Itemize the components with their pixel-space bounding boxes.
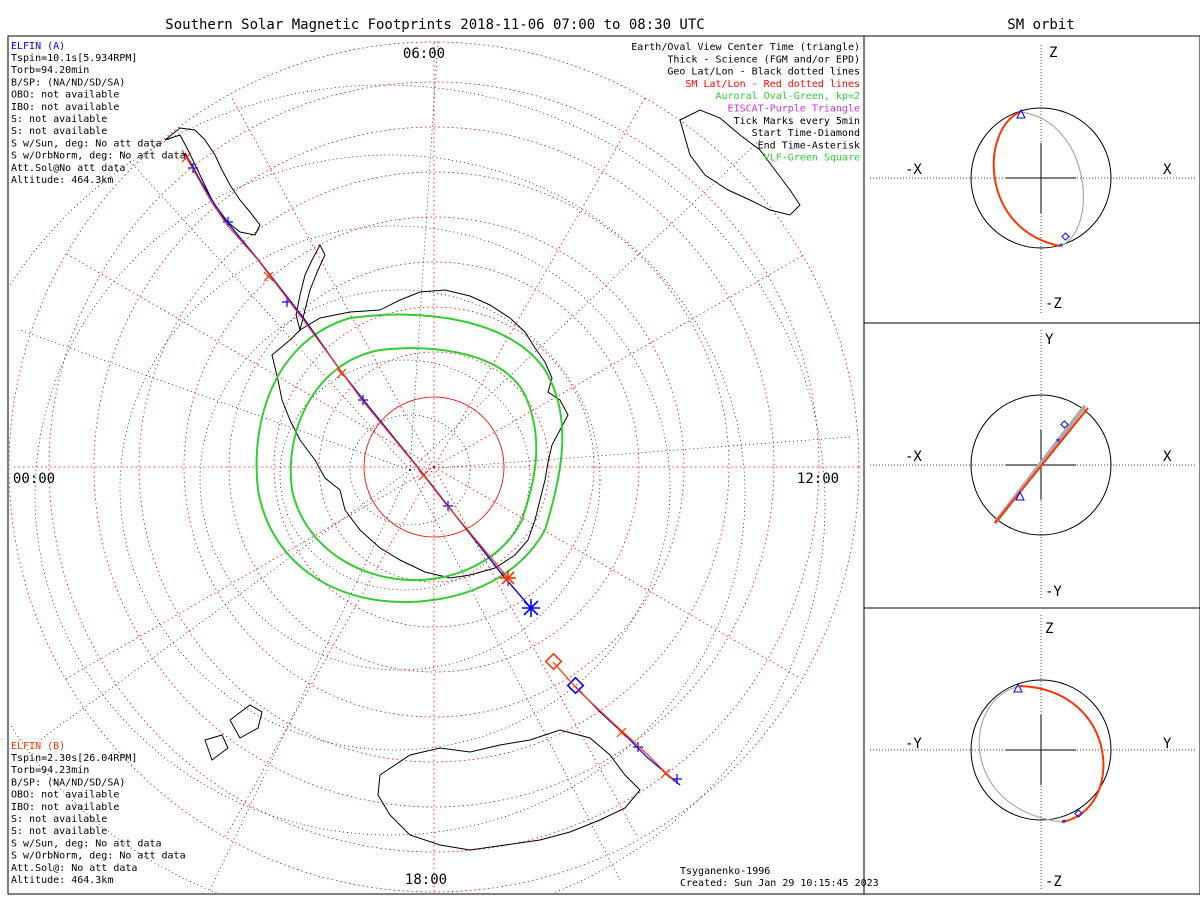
elfin-b-line-2: B/SP: (NA/ND/SD/SA) — [11, 777, 125, 788]
yz-top-label: Z — [1045, 621, 1053, 637]
legend-item-0: Earth/Oval View Center Time (triangle) — [631, 42, 860, 53]
sm-lat-grid — [9, 41, 860, 893]
elfin-a-line-10: Altitude: 464.3km — [11, 175, 113, 186]
elfin-b-info: ELFIN (B) Tspin=2.30s[26.04RPM] Torb=94.2… — [11, 741, 186, 886]
antarctic-peninsula — [295, 243, 326, 332]
elfin-b-name: ELFIN (B) — [11, 741, 65, 752]
elfin-b-ticks — [181, 152, 429, 481]
elfin-a-line-5: S: not available — [11, 114, 107, 125]
auroral-oval-inner — [289, 347, 538, 582]
xy-bottom-label: -Y — [1045, 584, 1062, 600]
elfin-b-track — [181, 149, 676, 783]
elfin-a-line-4: IBO: not available — [11, 102, 119, 113]
mlt-label-top: 06:00 — [403, 46, 445, 62]
xy-top-label: Y — [1045, 332, 1054, 348]
elfin-b-line-10: Altitude: 464.3km — [11, 875, 113, 886]
svg-text:*: * — [1061, 818, 1067, 829]
legend-item-4: Auroral Oval-Green, kp=2 — [716, 91, 861, 102]
elfin-b-line-4: IBO: not available — [11, 802, 119, 813]
elfin-b-line-8: S w/OrbNorm, deg: No att data — [11, 851, 186, 862]
elfin-a-lines: Tspin=10.1s[5.934RPM] Torb=94.20min B/SP: … — [11, 53, 186, 186]
elfin-b-line-5: S: not available — [11, 814, 107, 825]
elfin-a-line-2: B/SP: (NA/ND/SD/SA) — [11, 77, 125, 88]
orbit-panel-xy: * Y -Y -X X — [870, 330, 1195, 600]
xy-left-label: -X — [905, 449, 922, 465]
antarctica-coastline — [271, 289, 569, 579]
elfin-b-line-6: S: not available — [11, 826, 107, 837]
elfin-b-end-asterisk — [500, 570, 516, 586]
svg-text:*: * — [1055, 437, 1061, 448]
earth-circle-xy — [970, 394, 1112, 536]
yz-left-label: -Y — [905, 736, 922, 752]
sm-inner-circle — [363, 396, 505, 538]
elfin-b-lines: Tspin=2.30s[26.04RPM] Torb=94.23min B/SP: … — [11, 753, 186, 886]
mlt-label-left: 00:00 — [13, 471, 55, 487]
orbit-panel-xz: * Z -Z -X X — [870, 45, 1195, 315]
mlt-label-right: 12:00 — [797, 471, 839, 487]
auroral-oval-outer — [255, 313, 564, 604]
elfin-b-start-diamond — [544, 652, 563, 671]
south-america-coastline — [164, 127, 261, 236]
australia-coastline — [377, 729, 641, 851]
elfin-a-line-6: S: not available — [11, 126, 107, 137]
legend-item-2: Geo Lat/Lon - Black dotted lines — [667, 67, 860, 78]
elfin-a-line-9: Att.Sol@No att data — [11, 163, 125, 174]
orbit-frame — [863, 35, 1200, 895]
xz-bottom-label: -Z — [1045, 296, 1062, 312]
polar-map: 06:00 00:00 12:00 18:00 — [9, 39, 860, 893]
mlt-label-bottom: 18:00 — [405, 872, 447, 888]
legend-item-6: Tick Marks every 5min — [734, 116, 860, 127]
legend-item-5: EISCAT-Purple Triangle — [728, 104, 860, 115]
elfin-a-end-asterisk — [522, 599, 540, 617]
xz-end-marker: * — [1058, 242, 1064, 253]
elfin-b-line-1: Torb=94.23min — [11, 765, 89, 776]
sm-lon-grid — [12, 40, 860, 892]
legend-item-1: Thick - Science (FGM and/or EPD) — [667, 54, 860, 65]
xy-right-label: X — [1163, 449, 1172, 465]
elfin-a-info: ELFIN (A) Tspin=10.1s[5.934RPM] Torb=94.2… — [11, 41, 186, 186]
earth-circle-yz — [970, 679, 1112, 821]
xz-right-label: X — [1163, 162, 1172, 178]
africa-coastline — [679, 109, 801, 216]
legend: Earth/Oval View Center Time (triangle)Th… — [631, 42, 860, 164]
elfin-a-line-3: OBO: not available — [11, 90, 119, 101]
elfin-a-ticks — [188, 163, 453, 511]
elfin-a-name: ELFIN (A) — [11, 41, 65, 52]
legend-item-8: End Time-Asterisk — [758, 140, 860, 151]
elfin-a-start-diamond — [566, 676, 585, 695]
elfin-a-line-1: Torb=94.20min — [11, 65, 89, 76]
map-frame — [7, 35, 865, 895]
legend-item-3: SM Lat/Lon - Red dotted lines — [685, 79, 860, 90]
elfin-a-line-0: Tspin=10.1s[5.934RPM] — [11, 53, 137, 64]
legend-item-7: Start Time-Diamond — [752, 128, 860, 139]
orbit-title: SM orbit — [1007, 17, 1074, 33]
geo-grid — [9, 39, 851, 893]
created-label: Created: Sun Jan 29 10:15:45 2023 — [680, 878, 879, 889]
elfin-a-line-7: S w/Sun, deg: No att data — [11, 138, 162, 149]
yz-bottom-label: -Z — [1045, 874, 1062, 890]
elfin-b-line-0: Tspin=2.30s[26.04RPM] — [11, 753, 137, 764]
xz-top-label: Z — [1049, 45, 1057, 61]
elfin-b-line-9: Att.Sol@: No att data — [11, 863, 137, 874]
yz-right-label: Y — [1163, 736, 1172, 752]
xz-left-label: -X — [905, 162, 922, 178]
orbit-panel-yz: * Z -Z -Y Y — [870, 615, 1195, 890]
elfin-a-line-8: S w/OrbNorm, deg: No att data — [11, 151, 186, 162]
model-label: Tsyganenko-1996 — [680, 866, 770, 877]
legend-item-9: VLF-Green Square — [764, 153, 860, 164]
new-zealand-coastline — [204, 704, 263, 761]
elfin-a-track — [184, 152, 682, 786]
map-title: Southern Solar Magnetic Footprints 2018-… — [165, 17, 704, 33]
elfin-b-line-3: OBO: not available — [11, 790, 119, 801]
elfin-b-line-7: S w/Sun, deg: No att data — [11, 838, 162, 849]
earth-circle-xz — [970, 107, 1112, 249]
